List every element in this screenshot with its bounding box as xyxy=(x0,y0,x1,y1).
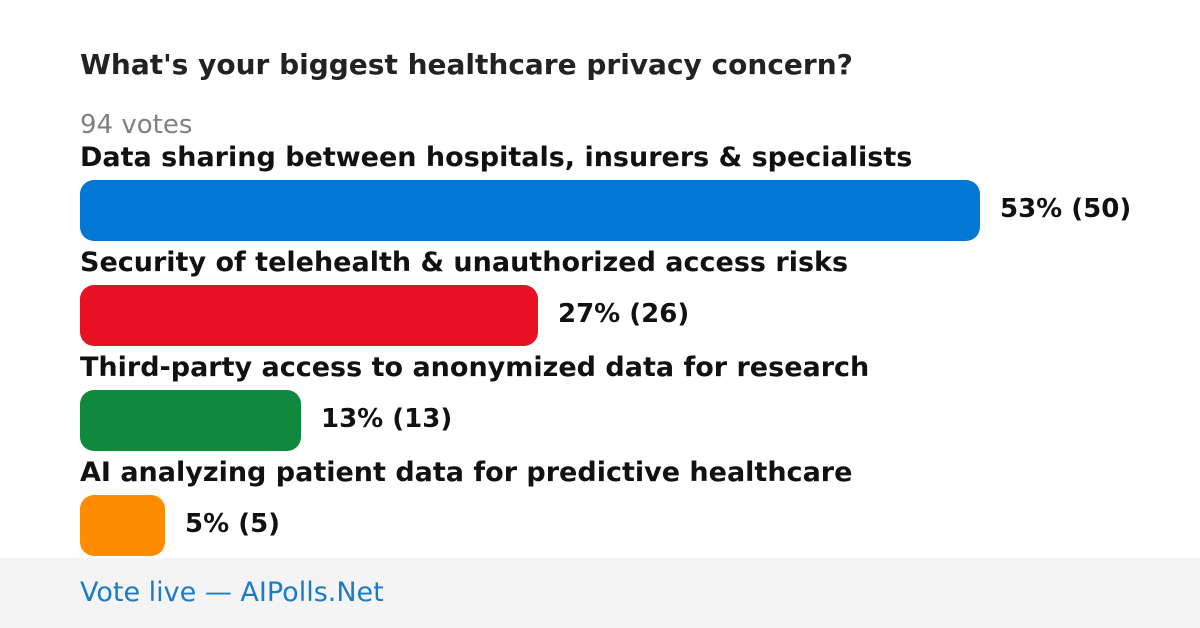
option-label: AI analyzing patient data for predictive… xyxy=(80,457,853,488)
option-value-label: 13% (13) xyxy=(321,404,453,434)
option-bar xyxy=(80,495,165,556)
footer-bar: Vote live — AIPolls.Net xyxy=(0,558,1200,628)
option-bar xyxy=(80,390,301,451)
option-value-label: 53% (50) xyxy=(1000,194,1132,224)
option-bar xyxy=(80,285,538,346)
option-value-label: 5% (5) xyxy=(185,509,281,539)
poll-question: What's your biggest healthcare privacy c… xyxy=(80,48,853,81)
vote-count: 94 votes xyxy=(80,110,193,140)
option-label: Data sharing between hospitals, insurers… xyxy=(80,142,913,173)
footer-link[interactable]: Vote live — AIPolls.Net xyxy=(80,577,384,608)
option-value-label: 27% (26) xyxy=(558,299,690,329)
option-bar xyxy=(80,180,980,241)
option-label: Security of telehealth & unauthorized ac… xyxy=(80,247,849,278)
option-label: Third-party access to anonymized data fo… xyxy=(80,352,870,383)
